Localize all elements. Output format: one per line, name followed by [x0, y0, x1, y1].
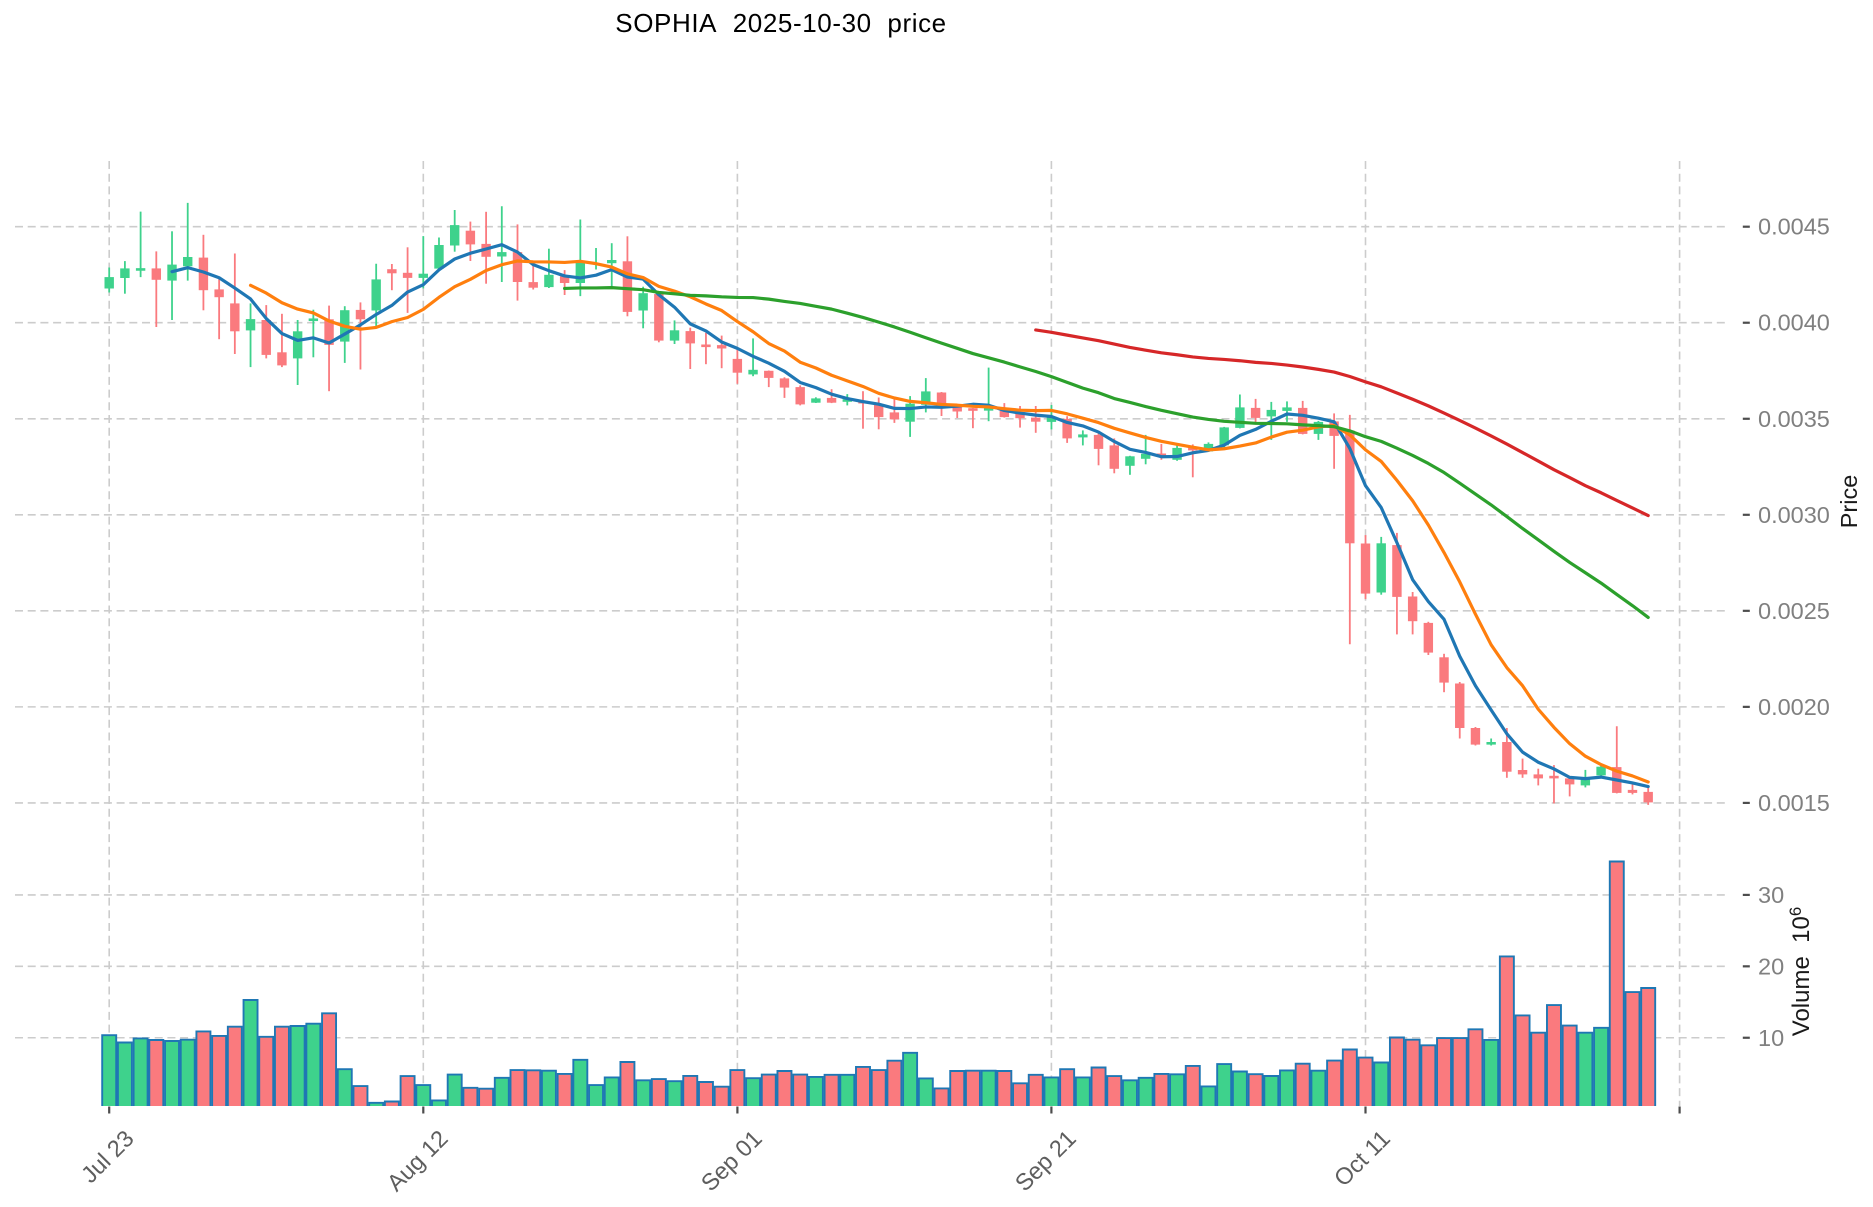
svg-text:0.0020: 0.0020	[1758, 694, 1830, 720]
svg-text:20: 20	[1758, 953, 1784, 979]
svg-text:Volume 106: Volume 106	[1786, 907, 1815, 1036]
svg-text:0.0015: 0.0015	[1758, 790, 1830, 816]
svg-text:0.0030: 0.0030	[1758, 502, 1830, 528]
svg-text:Price: Price	[1836, 475, 1862, 529]
svg-text:SOPHIA 2025-10-30 price: SOPHIA 2025-10-30 price	[615, 8, 947, 38]
svg-text:0.0025: 0.0025	[1758, 598, 1830, 624]
svg-text:0.0040: 0.0040	[1758, 310, 1830, 336]
svg-text:0.0035: 0.0035	[1758, 406, 1830, 432]
svg-text:0.0045: 0.0045	[1758, 214, 1830, 240]
svg-text:30: 30	[1758, 882, 1784, 908]
svg-text:10: 10	[1758, 1025, 1784, 1051]
